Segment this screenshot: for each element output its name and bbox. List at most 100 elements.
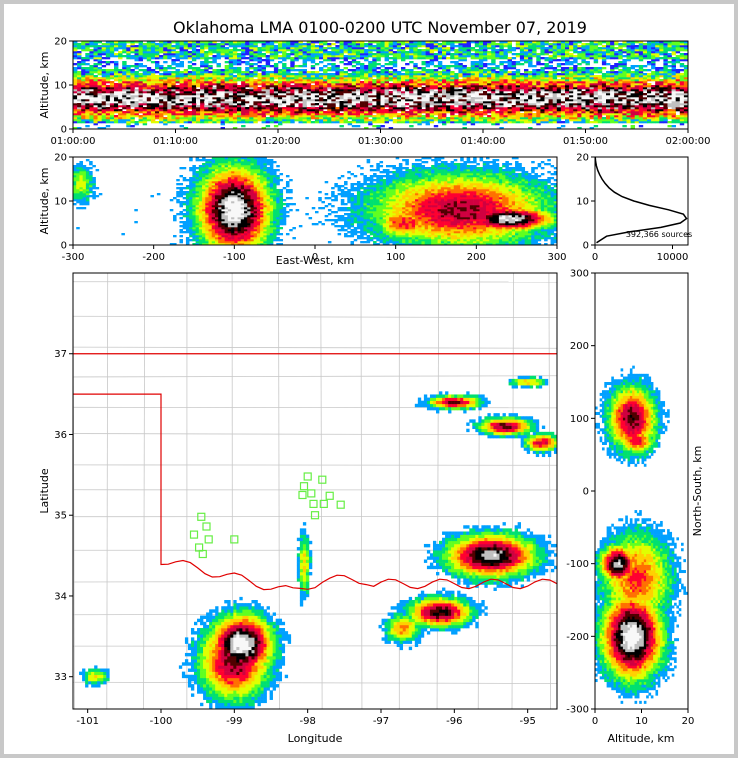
time-height-cell [138, 63, 143, 66]
time-height-cell [413, 49, 418, 52]
time-height-cell [372, 115, 377, 118]
time-height-cell [491, 93, 496, 96]
time-height-cell [560, 67, 566, 70]
time-height-cell [257, 73, 262, 76]
time-height-cell [175, 91, 180, 94]
time-height-cell [269, 43, 275, 46]
time-height-cell [134, 91, 139, 94]
time-height-cell [323, 73, 328, 76]
time-height-cell [388, 117, 394, 120]
time-height-cell [429, 79, 435, 82]
time-height-cell [138, 105, 143, 108]
time-height-cell [85, 71, 90, 74]
time-height-cell [146, 95, 152, 98]
time-height-cell [569, 107, 574, 110]
time-height-cell [163, 41, 168, 44]
time-height-cell [347, 75, 353, 78]
time-height-cell [282, 57, 287, 60]
time-height-cell [560, 49, 566, 52]
time-height-cell [114, 67, 119, 70]
time-height-cell [163, 71, 168, 74]
time-height-cell [339, 77, 344, 80]
time-height-cell [540, 53, 545, 56]
time-height-cell [290, 73, 295, 76]
time-height-cell [446, 67, 451, 70]
time-height-cell [462, 87, 467, 90]
time-height-cell [171, 55, 176, 58]
time-height-cell [552, 85, 558, 88]
time-height-cell [483, 47, 488, 50]
time-height-cell [405, 41, 410, 44]
time-height-cell [454, 73, 459, 76]
time-height-cell [249, 95, 254, 98]
time-height-cell [183, 83, 189, 86]
time-height-cell [565, 93, 570, 96]
time-height-cell [273, 119, 279, 122]
time-height-cell [462, 123, 467, 126]
time-height-cell [253, 79, 258, 82]
time-height-cell [392, 61, 398, 64]
time-height-cell [560, 51, 566, 54]
time-height-cell [552, 71, 558, 74]
time-height-cell [327, 69, 332, 72]
time-height-cell [618, 117, 623, 120]
time-height-cell [462, 85, 467, 88]
time-height-cell [122, 69, 127, 72]
time-height-cell [573, 61, 578, 64]
time-height-cell [597, 115, 603, 118]
time-height-cell [196, 53, 201, 56]
time-height-cell [323, 95, 328, 98]
time-height-cell [372, 107, 377, 110]
time-height-cell [569, 53, 574, 56]
time-height-cell [335, 113, 340, 116]
time-height-cell [273, 115, 279, 118]
time-height-cell [167, 119, 172, 122]
time-height-cell [245, 45, 250, 48]
time-height-cell [159, 89, 164, 92]
time-height-cell [89, 103, 94, 106]
time-height-cell [310, 101, 316, 104]
time-height-cell [310, 91, 316, 94]
time-height-cell [179, 55, 184, 58]
time-height-cell [462, 47, 467, 50]
time-height-cell [204, 107, 209, 110]
time-height-cell [171, 45, 176, 48]
time-height-cell [93, 59, 98, 62]
time-height-cell [282, 85, 287, 88]
time-height-cell [433, 49, 439, 52]
time-height-cell [232, 127, 238, 130]
time-height-cell [101, 105, 107, 108]
time-height-cell [499, 91, 504, 94]
time-height-cell [89, 95, 94, 98]
time-height-cell [483, 69, 488, 72]
time-height-cell [126, 89, 131, 92]
time-height-cell [503, 55, 508, 58]
time-height-cell [302, 103, 307, 106]
time-height-cell [364, 55, 369, 58]
time-height-cell [593, 97, 599, 100]
time-height-cell [216, 119, 221, 122]
time-height-cell [228, 83, 234, 86]
time-height-cell [384, 73, 389, 76]
time-height-cell [278, 71, 283, 74]
time-height-cell [232, 41, 238, 44]
time-height-cell [286, 121, 291, 124]
time-height-cell [97, 93, 102, 96]
time-height-cell [560, 75, 566, 78]
time-height-cell [183, 85, 189, 88]
time-height-cell [421, 69, 426, 72]
time-height-cell [200, 49, 205, 52]
time-height-cell [204, 119, 209, 122]
time-height-cell [331, 111, 336, 114]
time-height-cell [204, 43, 209, 46]
time-height-cell [261, 127, 266, 130]
time-height-cell [208, 109, 213, 112]
time-height-cell [401, 55, 406, 58]
time-height-cell [212, 93, 217, 96]
time-height-cell [237, 95, 242, 98]
time-height-cell [483, 93, 488, 96]
time-height-cell [585, 87, 590, 90]
time-height-cell [208, 87, 213, 90]
time-height-cell [565, 81, 570, 84]
time-height-cell [380, 73, 385, 76]
